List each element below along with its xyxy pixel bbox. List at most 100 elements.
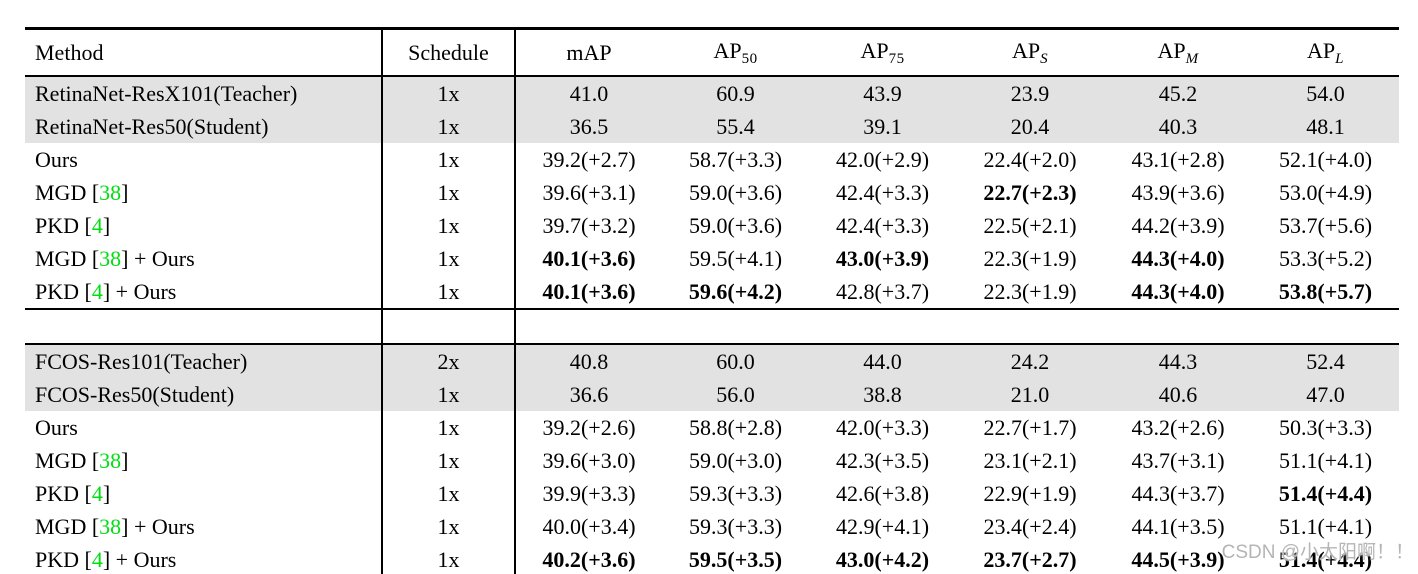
value-cell: 39.6(+3.1) bbox=[514, 176, 662, 209]
value-cell: 42.6(+3.8) bbox=[835, 480, 930, 506]
table-row: MGD [38] + Ours 1x 40.1(+3.6) 59.5(+4.1) 43.… bbox=[25, 242, 1399, 275]
value-cell: 40.2(+3.6) bbox=[514, 543, 662, 574]
value-cell: 60.0 bbox=[662, 344, 809, 378]
method-text: MGD [ bbox=[35, 447, 100, 473]
method-cell: FCOS-Res101(Teacher) bbox=[25, 344, 382, 378]
schedule-cell: 1x bbox=[381, 143, 515, 176]
value-cell: 38.8 bbox=[809, 378, 956, 411]
method-text: ] + Ours bbox=[102, 546, 177, 572]
value-cell: 43.0(+4.2) bbox=[835, 546, 930, 572]
value-cell: 36.5 bbox=[514, 110, 662, 143]
table-row: RetinaNet-ResX101(Teacher) 1x 41.0 60.9 43.9… bbox=[25, 76, 1399, 110]
value-cell: 44.3(+3.7) bbox=[1131, 480, 1225, 506]
value-cell: 24.2 bbox=[956, 344, 1104, 378]
value-cell: 42.9(+4.1) bbox=[835, 513, 930, 539]
col-header-schedule: Schedule bbox=[381, 28, 515, 77]
value-cell: 40.6 bbox=[1104, 378, 1252, 411]
citation-link[interactable]: 38 bbox=[99, 447, 122, 473]
value-cell: 23.1(+2.1) bbox=[983, 447, 1077, 473]
value-cell: 40.0(+3.4) bbox=[514, 510, 662, 543]
method-cell: MGD [38] + Ours bbox=[25, 242, 382, 275]
citation-link[interactable]: 38 bbox=[99, 513, 122, 539]
value-cell: 39.7(+3.2) bbox=[514, 209, 662, 242]
col-header-aps: APS bbox=[956, 28, 1104, 77]
value-cell: 41.0 bbox=[514, 76, 662, 110]
table-row: Ours 1x 39.2(+2.7) 58.7(+3.3) 42.0(+2.9) 22.4… bbox=[25, 143, 1399, 176]
value-cell: 39.9(+3.3) bbox=[514, 477, 662, 510]
method-cell: RetinaNet-Res50(Student) bbox=[25, 110, 382, 143]
table-row: Ours 1x 39.2(+2.6) 58.8(+2.8) 42.0(+3.3) 22.7… bbox=[25, 411, 1399, 444]
value-cell: 42.4(+3.3) bbox=[835, 179, 930, 205]
value-cell: 39.2(+2.7) bbox=[514, 143, 662, 176]
method-text: RetinaNet-ResX101(Teacher) bbox=[35, 80, 298, 106]
value-cell: 23.9 bbox=[956, 76, 1104, 110]
col-subscript: M bbox=[1185, 50, 1199, 67]
value-cell: 44.2(+3.9) bbox=[1131, 212, 1225, 238]
value-cell: 58.7(+3.3) bbox=[688, 146, 783, 172]
citation-link[interactable]: 4 bbox=[91, 212, 103, 238]
value-cell: 59.0(+3.6) bbox=[688, 212, 783, 238]
method-text: PKD [ bbox=[35, 546, 92, 572]
method-text: ] + Ours bbox=[102, 278, 177, 304]
table-row: PKD [4] 1x 39.9(+3.3) 59.3(+3.3) 42.6(+3.8) 2… bbox=[25, 477, 1399, 510]
method-text: ] bbox=[102, 480, 111, 506]
value-cell: 44.3(+4.0) bbox=[1131, 245, 1225, 271]
table-header: Method Schedule mAP AP50 AP75 APS APM AP… bbox=[25, 28, 1399, 77]
col-subscript: S bbox=[1040, 50, 1049, 67]
value-cell: 22.4(+2.0) bbox=[983, 146, 1077, 172]
value-cell: 44.5(+3.9) bbox=[1131, 546, 1225, 572]
col-header-ap50: AP50 bbox=[662, 28, 809, 77]
section-retinanet: RetinaNet-ResX101(Teacher) 1x 41.0 60.9 43.9… bbox=[25, 76, 1399, 309]
divider-cell bbox=[381, 308, 515, 345]
method-text: ] bbox=[102, 212, 111, 238]
col-label: AP bbox=[1157, 37, 1186, 63]
schedule-cell: 1x bbox=[381, 76, 515, 110]
value-cell: 51.1(+4.1) bbox=[1278, 447, 1373, 473]
value-cell: 60.9 bbox=[662, 76, 809, 110]
value-cell: 43.9 bbox=[809, 76, 956, 110]
divider-cell bbox=[514, 308, 662, 345]
citation-link[interactable]: 4 bbox=[91, 480, 103, 506]
value-cell: 48.1 bbox=[1252, 110, 1399, 143]
header-row: Method Schedule mAP AP50 AP75 APS APM AP… bbox=[25, 28, 1399, 77]
value-cell: 44.3 bbox=[1104, 344, 1252, 378]
schedule-cell: 2x bbox=[381, 344, 515, 378]
value-cell: 54.0 bbox=[1252, 76, 1399, 110]
value-cell: 39.1 bbox=[809, 110, 956, 143]
citation-link[interactable]: 4 bbox=[91, 278, 103, 304]
value-cell: 51.4(+4.4) bbox=[1278, 546, 1373, 572]
value-cell: 39.6(+3.0) bbox=[514, 444, 662, 477]
citation-link[interactable]: 38 bbox=[99, 245, 122, 271]
method-text: PKD [ bbox=[35, 480, 92, 506]
col-label: AP bbox=[1307, 37, 1336, 63]
citation-link[interactable]: 38 bbox=[99, 179, 122, 205]
value-cell: 59.5(+4.1) bbox=[688, 245, 783, 271]
method-text: FCOS-Res101(Teacher) bbox=[35, 348, 248, 374]
citation-link[interactable]: 4 bbox=[91, 546, 103, 572]
value-cell: 42.4(+3.3) bbox=[835, 212, 930, 238]
divider-cell bbox=[662, 308, 809, 345]
method-cell: Ours bbox=[25, 143, 382, 176]
schedule-cell: 1x bbox=[381, 176, 515, 209]
value-cell: 51.1(+4.1) bbox=[1278, 513, 1373, 539]
value-cell: 53.7(+5.6) bbox=[1278, 212, 1373, 238]
value-cell: 40.1(+3.6) bbox=[514, 242, 662, 275]
schedule-cell: 1x bbox=[381, 543, 515, 574]
value-cell: 20.4 bbox=[956, 110, 1104, 143]
value-cell: 52.4 bbox=[1252, 344, 1399, 378]
section-divider-row bbox=[25, 308, 1399, 345]
col-header-ap75: AP75 bbox=[809, 28, 956, 77]
table-row: FCOS-Res101(Teacher) 2x 40.8 60.0 44.0 24.2 44… bbox=[25, 344, 1399, 378]
method-cell: PKD [4] bbox=[25, 209, 382, 242]
value-cell: 52.1(+4.0) bbox=[1278, 146, 1373, 172]
value-cell: 50.3(+3.3) bbox=[1278, 414, 1373, 440]
value-cell: 59.3(+3.3) bbox=[688, 480, 783, 506]
col-header-method: Method bbox=[25, 28, 382, 77]
value-cell: 53.3(+5.2) bbox=[1278, 245, 1373, 271]
method-cell: PKD [4] + Ours bbox=[25, 543, 382, 574]
value-cell: 51.4(+4.4) bbox=[1278, 480, 1373, 506]
method-text: ] bbox=[121, 447, 129, 473]
value-cell: 22.3(+1.9) bbox=[983, 278, 1077, 304]
value-cell: 53.0(+4.9) bbox=[1278, 179, 1373, 205]
value-cell: 43.2(+2.6) bbox=[1131, 414, 1225, 440]
